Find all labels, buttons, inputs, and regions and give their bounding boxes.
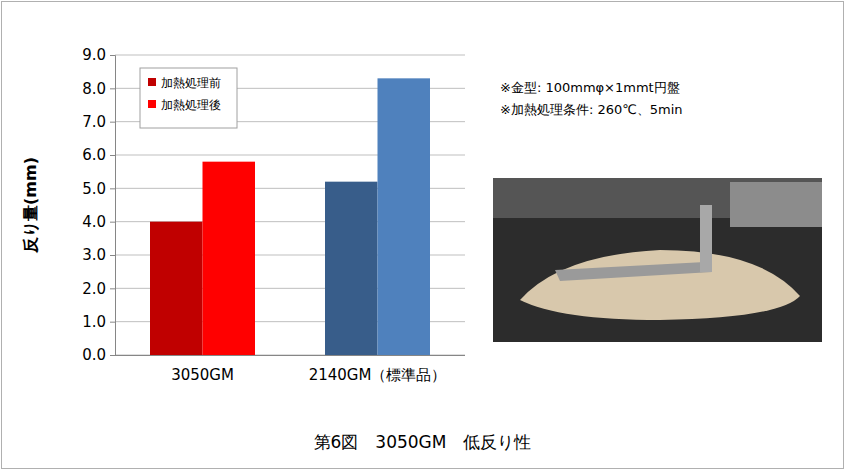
y-tick-label: 6.0 <box>82 146 106 164</box>
legend-swatch <box>148 78 156 86</box>
y-tick: 8.0 <box>82 80 115 98</box>
photo-gauge <box>700 205 712 272</box>
y-tick: 5.0 <box>82 180 115 198</box>
y-tick: 7.0 <box>82 113 115 131</box>
y-tick-mark <box>110 188 115 189</box>
x-tick-label: 2140GM（標準品） <box>309 366 447 384</box>
annotation: ※加熱処理条件: 260℃、5min <box>500 102 683 117</box>
y-tick: 3.0 <box>82 246 115 264</box>
y-tick-label: 0.0 <box>82 346 106 364</box>
photo-disc <box>520 250 800 320</box>
y-tick-label: 3.0 <box>82 246 106 264</box>
y-tick-label: 7.0 <box>82 113 106 131</box>
y-tick-mark <box>110 88 115 89</box>
y-axis-title: 反り量(mm) <box>21 157 40 254</box>
chart-title: 第6図 3050GM 低反り性 <box>314 432 532 452</box>
photo <box>493 178 822 342</box>
y-tick-mark <box>110 355 115 356</box>
grid <box>115 55 465 355</box>
x-tick: 3050GM <box>171 366 234 384</box>
y-tick: 6.0 <box>82 146 115 164</box>
y-tick-mark <box>110 122 115 123</box>
y-tick-mark <box>110 222 115 223</box>
bar <box>203 162 256 355</box>
y-tick-label: 5.0 <box>82 180 106 198</box>
y-tick-mark <box>110 322 115 323</box>
y-tick-mark <box>110 155 115 156</box>
legend-label: 加熱処理後 <box>161 98 221 112</box>
y-tick: 4.0 <box>82 213 115 231</box>
y-tick-mark <box>110 55 115 56</box>
y-tick-label: 1.0 <box>82 313 106 331</box>
legend-swatch <box>148 100 156 108</box>
y-tick-mark <box>110 288 115 289</box>
photo-background <box>493 178 822 342</box>
x-axis-line <box>115 355 465 356</box>
x-axis: 3050GM 2140GM（標準品） <box>115 356 465 384</box>
photo-bar <box>555 262 712 281</box>
y-axis: 0.0 1.0 2.0 3.0 4.0 5.0 6.0 7.0 8.0 9.0 <box>82 46 115 364</box>
y-tick-label: 9.0 <box>82 46 106 64</box>
photo-device <box>730 182 822 227</box>
x-tick: 2140GM（標準品） <box>309 366 447 384</box>
y-tick: 1.0 <box>82 313 115 331</box>
bar <box>325 182 378 355</box>
legend-box <box>140 68 237 128</box>
y-axis-line <box>110 56 116 356</box>
y-tick-label: 2.0 <box>82 280 106 298</box>
y-tick-label: 4.0 <box>82 213 106 231</box>
y-tick: 0.0 <box>82 346 115 364</box>
x-tick-label: 3050GM <box>171 366 234 384</box>
y-tick: 9.0 <box>82 46 115 64</box>
bar <box>378 78 431 355</box>
annotation: ※金型: 100mmφ×1mmt円盤 <box>500 80 680 95</box>
frame <box>2 2 844 469</box>
legend: 加熱処理前加熱処理後 <box>140 68 237 128</box>
legend-label: 加熱処理前 <box>161 76 221 90</box>
bar <box>150 222 203 355</box>
y-tick-mark <box>110 255 115 256</box>
chart: 0.0 1.0 2.0 3.0 4.0 5.0 6.0 7.0 8.0 9.0 3050GM 2140… <box>0 0 845 470</box>
y-tick-label: 8.0 <box>82 80 106 98</box>
y-tick: 2.0 <box>82 280 115 298</box>
grid-line <box>115 55 465 56</box>
